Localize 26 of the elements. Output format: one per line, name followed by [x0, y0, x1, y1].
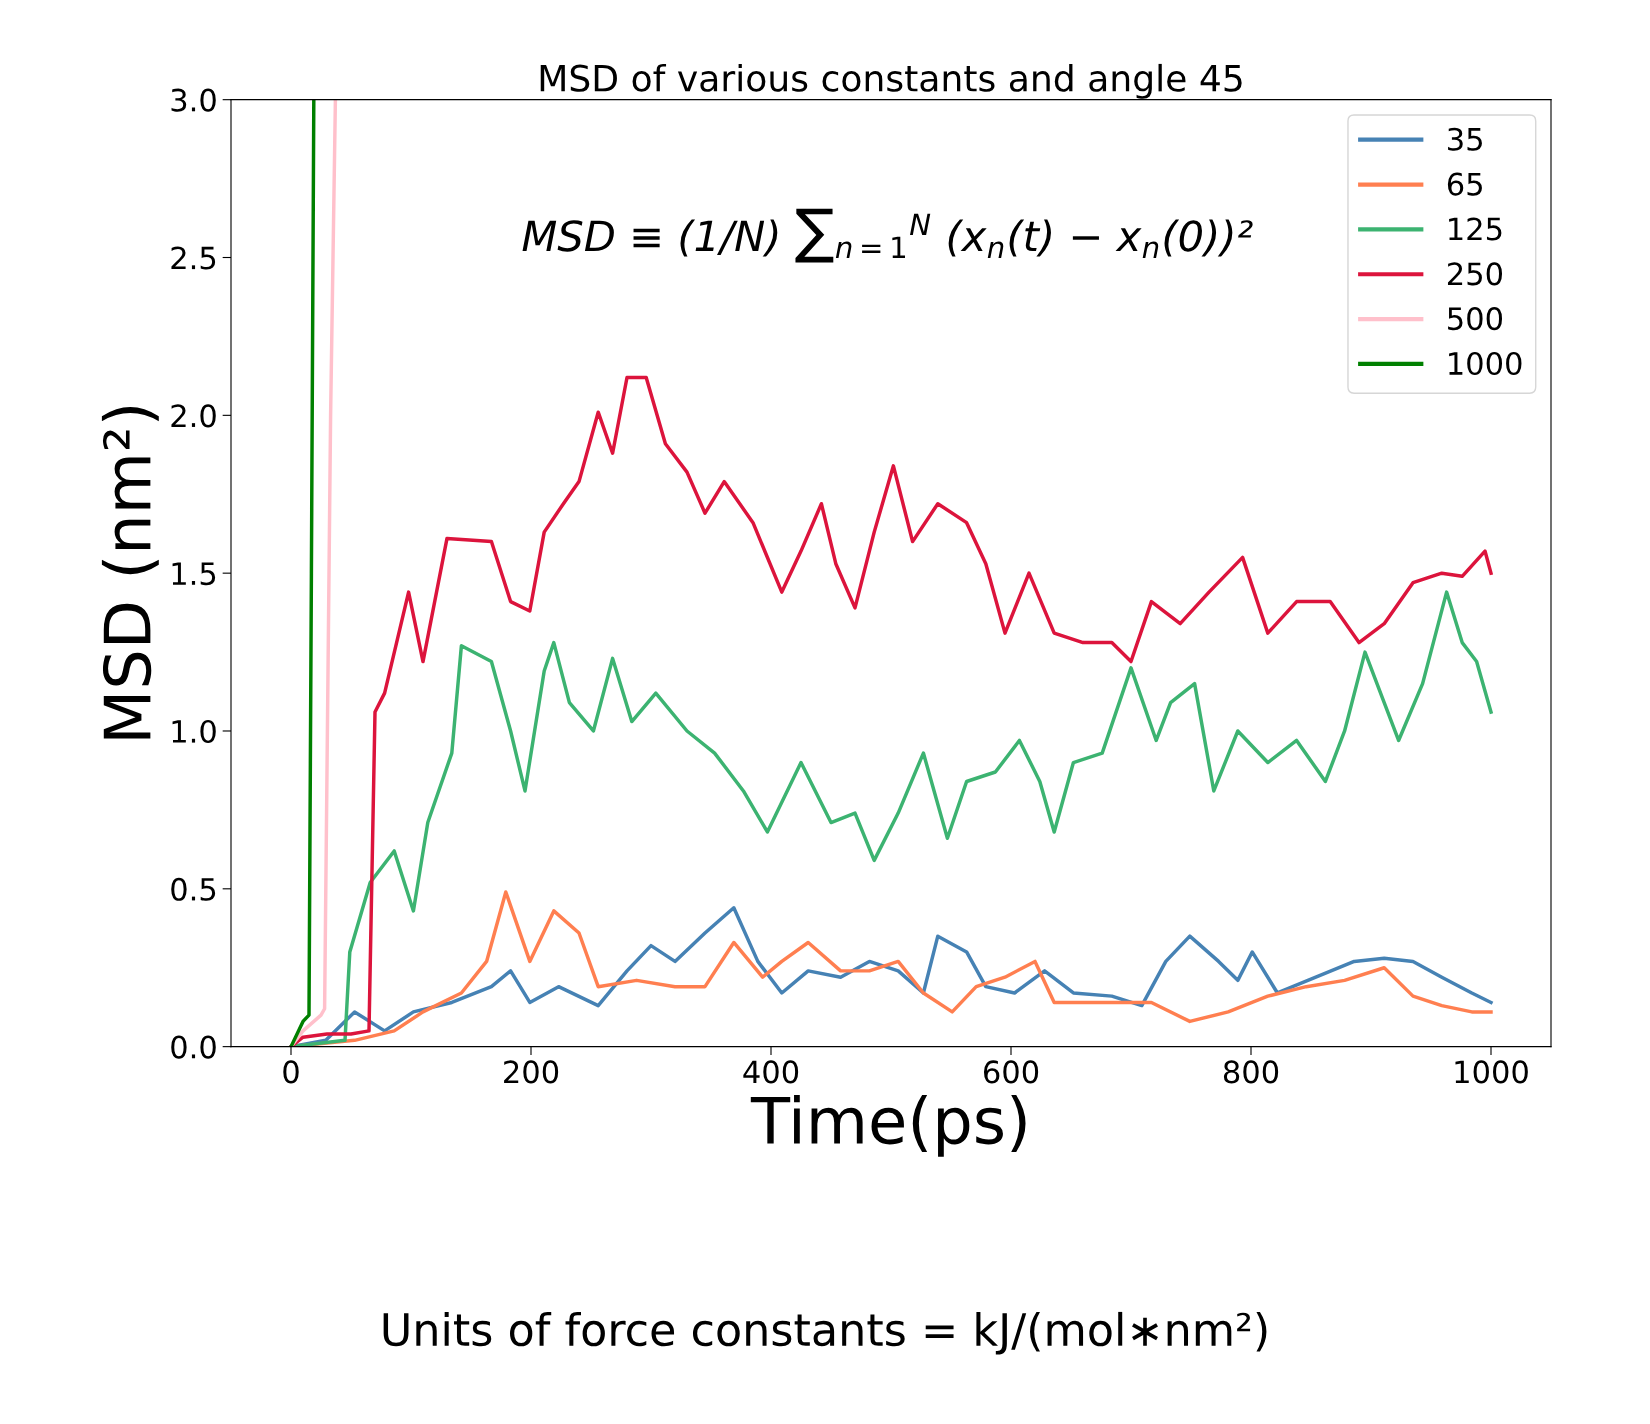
y-tick-label: 0.0 [171, 1035, 216, 1059]
x-tick-label: 400 [743, 1060, 799, 1084]
x-tick-label: 1000 [1455, 1060, 1528, 1084]
y-tick-label: 0.5 [171, 877, 216, 901]
y-tick-label: 2.5 [171, 246, 216, 270]
legend-label: 125 [1449, 217, 1502, 241]
x-axis-title: Time(ps) [750, 1094, 1026, 1157]
legend-label: 500 [1448, 307, 1503, 331]
line-series [289, 99, 316, 1047]
chart-title: MSD of various constants and angle 45 [540, 63, 1242, 99]
x-tick-label: 600 [983, 1060, 1039, 1084]
x-tick-label: 0 [283, 1060, 299, 1084]
y-tick-label: 1.5 [172, 562, 216, 586]
y-tick-label: 2.0 [171, 404, 216, 428]
legend-label: 65 [1447, 172, 1482, 196]
y-axis-title: MSD (nm²) [101, 406, 159, 739]
line-series [289, 590, 1493, 1047]
y-tick-label: 3.0 [171, 88, 216, 112]
annotation: MSD ≡ (1/N) ∑$_{n=1}$$^{N}$ (x$_{n}$(t) − x$_{n}$(0))² [522, 208, 1253, 263]
x-tick-label: 800 [1223, 1060, 1279, 1084]
x-tick-label: 200 [504, 1060, 559, 1084]
legend-label: 250 [1447, 262, 1503, 286]
legend-label: 35 [1448, 127, 1482, 151]
legend-label: 1000 [1449, 351, 1522, 376]
text: Units of force constants = kJ/(mol∗nm²) [383, 1311, 1267, 1355]
y-tick-label: 1.0 [172, 719, 216, 744]
